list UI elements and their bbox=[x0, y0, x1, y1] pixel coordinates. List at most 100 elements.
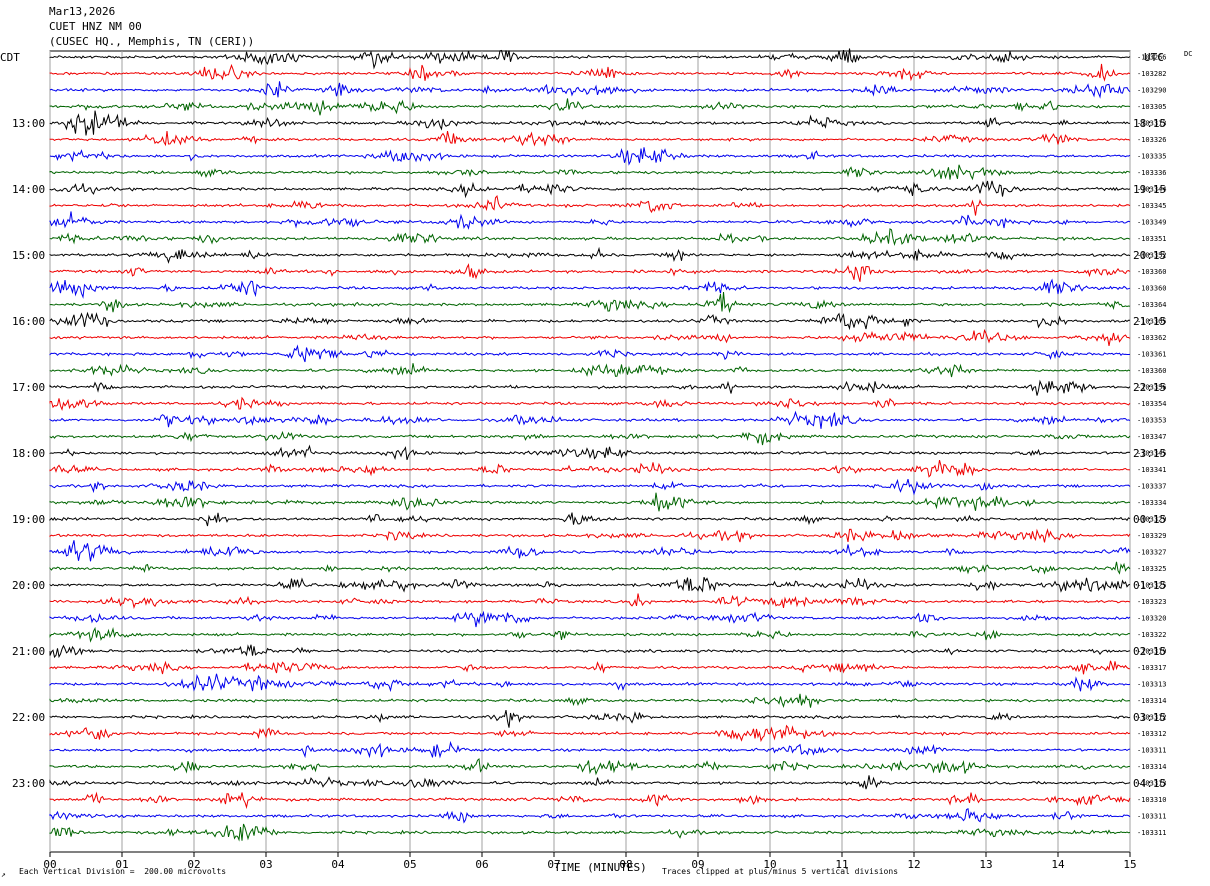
dc-offset-label: -103312 bbox=[1137, 730, 1167, 738]
dc-offset-label: -103266 bbox=[1137, 54, 1167, 62]
seismic-trace bbox=[49, 693, 1131, 709]
seismic-trace bbox=[49, 492, 1131, 512]
scale-note: Each Vertical Division = 200.00 microvol… bbox=[19, 867, 227, 876]
grid-layer bbox=[49, 50, 1131, 857]
x-tick-label: 15 bbox=[1123, 858, 1136, 871]
seismic-trace bbox=[49, 63, 1131, 82]
seismic-trace bbox=[49, 823, 1131, 842]
dc-offset-label: -103329 bbox=[1137, 532, 1167, 540]
left-hour-label: 20:00 bbox=[12, 579, 45, 592]
right-hour-label: 18:15 bbox=[1133, 117, 1166, 130]
seismic-trace bbox=[49, 626, 1131, 643]
dc-offset-label: -103313 bbox=[1137, 681, 1167, 689]
left-hour-label: 14:00 bbox=[12, 183, 45, 196]
left-timezone-label: CDT bbox=[0, 51, 20, 64]
right-hour-label: 21:15 bbox=[1133, 315, 1166, 328]
x-tick-label: 14 bbox=[1051, 858, 1065, 871]
dc-offset-label: -103360 bbox=[1137, 268, 1167, 276]
right-hour-label: 01:15 bbox=[1133, 579, 1166, 592]
seismic-trace bbox=[49, 791, 1131, 810]
dc-column-label: DC bbox=[1184, 50, 1192, 58]
header-channel: CUET HNZ NM 00 bbox=[49, 20, 142, 33]
seismic-trace bbox=[49, 311, 1131, 331]
dc-offset-label: -103311 bbox=[1137, 813, 1167, 821]
x-tick-label: 07 bbox=[547, 858, 560, 871]
seismic-trace bbox=[49, 577, 1131, 593]
seismic-trace bbox=[49, 610, 1131, 628]
dc-offset-label: -103282 bbox=[1137, 70, 1167, 78]
dc-offset-label: -103347 bbox=[1137, 433, 1167, 441]
left-hour-label: 22:00 bbox=[12, 711, 45, 724]
x-tick-label: 13 bbox=[979, 858, 992, 871]
left-hour-label: 18:00 bbox=[12, 447, 45, 460]
seismic-trace bbox=[49, 363, 1131, 378]
dc-offset-label: -103311 bbox=[1137, 829, 1167, 837]
seismic-trace bbox=[49, 211, 1131, 230]
dc-offset-label: -103336 bbox=[1137, 169, 1167, 177]
dc-offset-label: -103354 bbox=[1137, 400, 1167, 408]
dc-offset-label: -103313 bbox=[1137, 780, 1167, 788]
seismic-trace bbox=[49, 228, 1131, 246]
seismic-trace bbox=[49, 459, 1131, 478]
seismic-trace bbox=[49, 48, 1131, 70]
dc-offset-label: -103319 bbox=[1137, 648, 1167, 656]
x-tick-label: 08 bbox=[619, 858, 632, 871]
dc-offset-label: -103310 bbox=[1137, 796, 1167, 804]
dc-offset-label: -103345 bbox=[1137, 450, 1167, 458]
header-location: (CUSEC HQ., Memphis, TN (CERI)) bbox=[49, 35, 255, 48]
dc-offset-label: -103323 bbox=[1137, 598, 1167, 606]
seismic-trace bbox=[49, 593, 1131, 610]
dc-offset-label: -103345 bbox=[1137, 202, 1167, 210]
corner-mark-icon: ↗ bbox=[1, 870, 6, 879]
right-hour-label: 22:15 bbox=[1133, 381, 1166, 394]
dc-offset-label: -103341 bbox=[1137, 466, 1167, 474]
seismic-trace bbox=[49, 344, 1131, 363]
dc-offset-label: -103320 bbox=[1137, 615, 1167, 623]
x-tick-label: 00 bbox=[43, 858, 56, 871]
x-tick-label: 10 bbox=[763, 858, 776, 871]
seismic-trace bbox=[49, 278, 1131, 299]
x-tick-label: 02 bbox=[187, 858, 200, 871]
seismic-trace bbox=[49, 758, 1131, 776]
seismic-trace bbox=[49, 328, 1131, 346]
right-hour-label: 23:15 bbox=[1133, 447, 1166, 460]
seismic-trace bbox=[49, 410, 1131, 429]
dc-offset-label: -103326 bbox=[1137, 136, 1167, 144]
x-tick-label: 01 bbox=[115, 858, 128, 871]
left-hour-label: 13:00 bbox=[12, 117, 45, 130]
seismic-trace bbox=[49, 147, 1131, 166]
seismic-trace bbox=[49, 195, 1131, 216]
seismic-trace bbox=[49, 81, 1131, 99]
left-hour-label: 23:00 bbox=[12, 777, 45, 790]
dc-offset-label: -103344 bbox=[1137, 186, 1167, 194]
x-tick-label: 04 bbox=[331, 858, 345, 871]
dc-offset-label: -103325 bbox=[1137, 565, 1167, 573]
dc-offset-label: -103329 bbox=[1137, 516, 1167, 524]
seismic-trace bbox=[49, 292, 1131, 314]
left-hour-label: 17:00 bbox=[12, 381, 45, 394]
dc-offset-label: -103365 bbox=[1137, 318, 1167, 326]
trace-layer bbox=[49, 48, 1131, 842]
right-timezone-label: UTC bbox=[1144, 51, 1164, 64]
left-hour-label: 16:00 bbox=[12, 315, 45, 328]
right-hour-label: 03:15 bbox=[1133, 711, 1166, 724]
x-tick-label: 12 bbox=[907, 858, 920, 871]
dc-offset-label: -103290 bbox=[1137, 87, 1167, 95]
seismic-trace bbox=[49, 130, 1131, 147]
seismic-trace bbox=[49, 724, 1131, 743]
x-tick-label: 06 bbox=[475, 858, 488, 871]
left-hour-label: 15:00 bbox=[12, 249, 45, 262]
dc-offset-label: -103305 bbox=[1137, 103, 1167, 111]
seismic-trace bbox=[49, 379, 1131, 396]
seismic-trace bbox=[49, 396, 1131, 412]
seismic-trace bbox=[49, 98, 1131, 116]
left-hour-label: 19:00 bbox=[12, 513, 45, 526]
dc-offset-label: -103311 bbox=[1137, 747, 1167, 755]
seismic-trace bbox=[49, 263, 1131, 282]
clip-note: Traces clipped at plus/minus 5 vertical … bbox=[662, 867, 899, 876]
dc-offset-label: -103362 bbox=[1137, 334, 1167, 342]
header-date: Mar13,2026 bbox=[49, 5, 116, 18]
seismic-trace bbox=[49, 528, 1131, 543]
dc-offset-label: -103349 bbox=[1137, 219, 1167, 227]
